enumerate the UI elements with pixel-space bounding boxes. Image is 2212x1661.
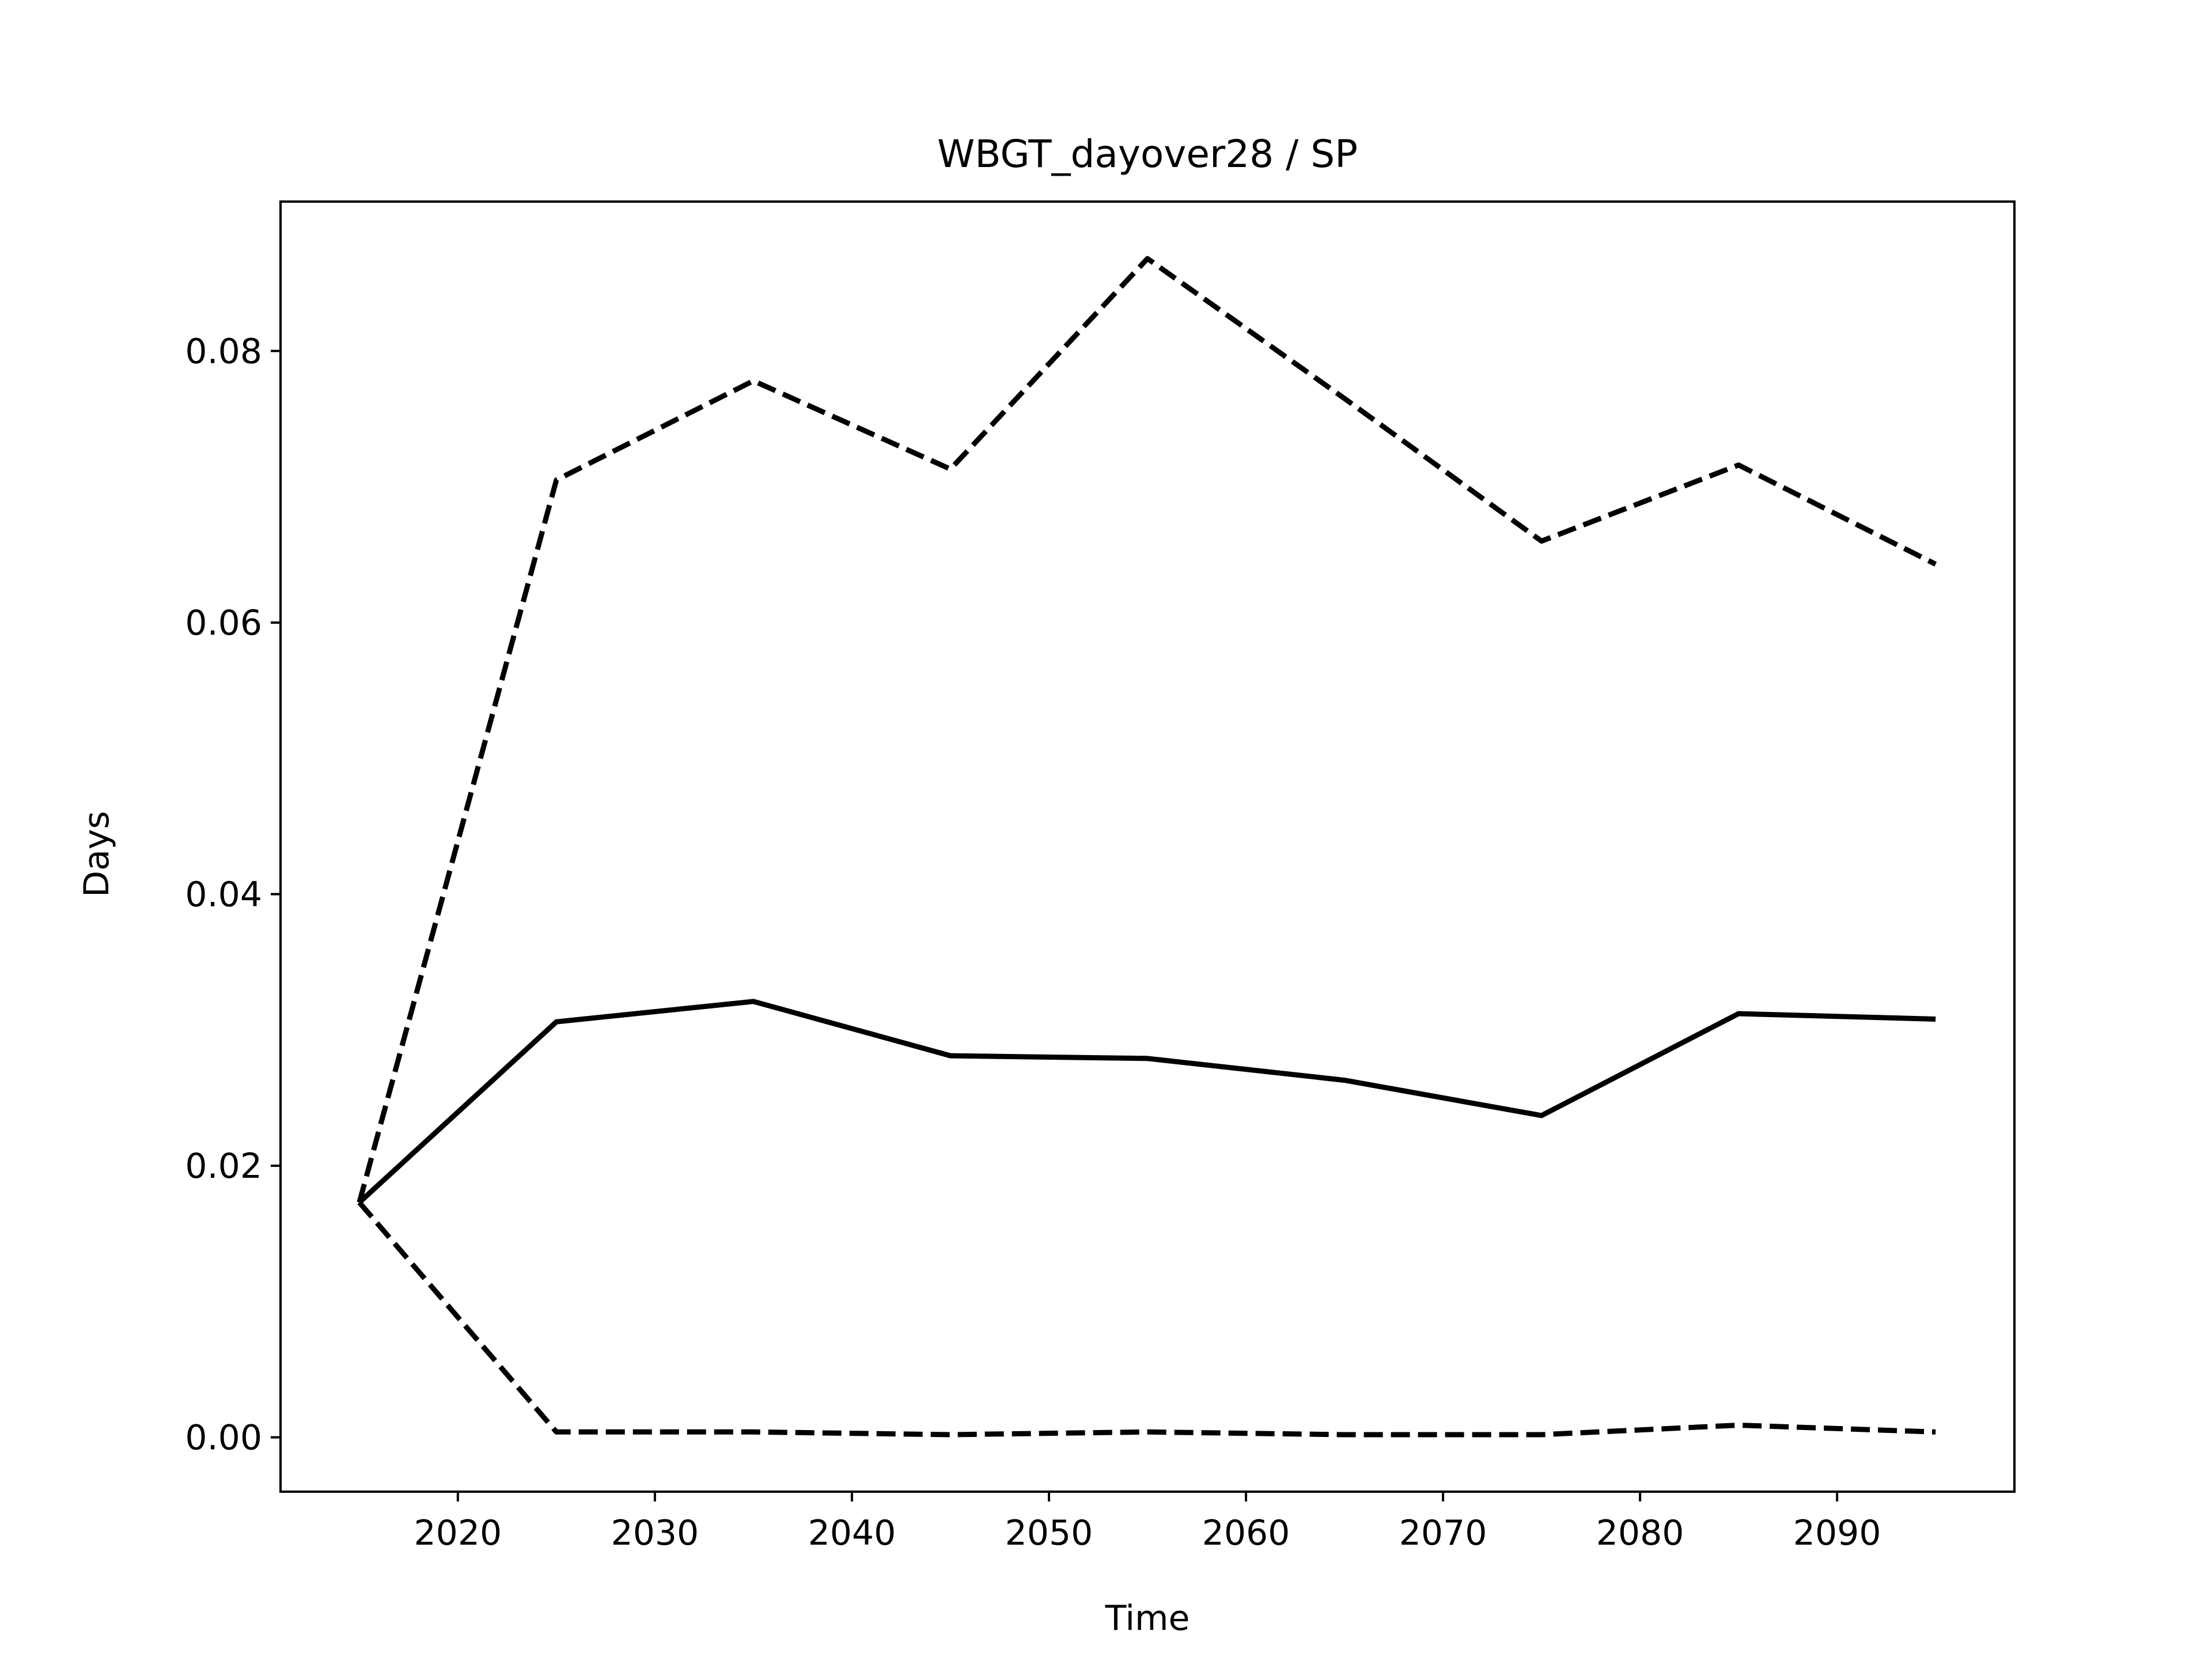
chart-title: WBGT_dayover28 / SP bbox=[937, 132, 1358, 176]
x-tick-label-2030: 2030 bbox=[611, 1513, 699, 1553]
plot-area: 2020 2030 2040 2050 2060 2070 2080 2090 0.00 0.02… bbox=[185, 200, 2016, 1553]
plot-frame bbox=[279, 200, 2016, 1493]
y-tick-label-0.04: 0.04 bbox=[185, 875, 262, 915]
x-tick-label-2060: 2060 bbox=[1202, 1513, 1290, 1553]
y-tick-label-0.06: 0.06 bbox=[185, 603, 262, 643]
x-tick-label-2050: 2050 bbox=[1005, 1513, 1093, 1553]
x-tick-label-2040: 2040 bbox=[808, 1513, 896, 1553]
x-axis-label: Time bbox=[1105, 1598, 1190, 1639]
x-tick-label-2090: 2090 bbox=[1793, 1513, 1881, 1553]
x-tick-label-2020: 2020 bbox=[414, 1513, 502, 1553]
x-tick-label-2070: 2070 bbox=[1399, 1513, 1487, 1553]
series-line-1 bbox=[357, 999, 1936, 1205]
y-axis-label: Days bbox=[77, 811, 117, 897]
y-tick-label-0.00: 0.00 bbox=[185, 1418, 262, 1458]
y-tick-label-0.08: 0.08 bbox=[185, 331, 262, 371]
series-line-3 bbox=[357, 1200, 1936, 1438]
y-tick-label-0.02: 0.02 bbox=[185, 1146, 262, 1186]
series-line-2 bbox=[357, 256, 1937, 1203]
x-tick-label-2080: 2080 bbox=[1596, 1513, 1684, 1553]
